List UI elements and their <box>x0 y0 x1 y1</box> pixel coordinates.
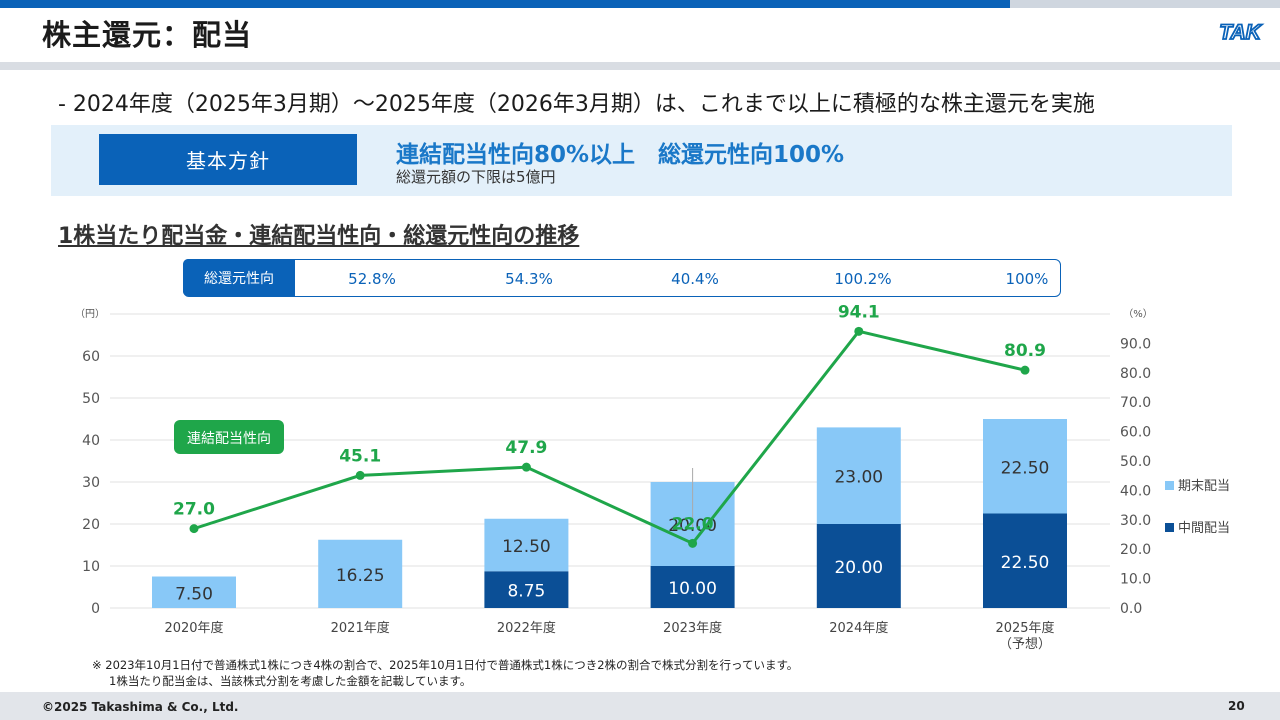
x-tick-label: （予想） <box>999 636 1051 652</box>
bar-term-end-dividend <box>816 427 901 524</box>
legend-label-term-end: 期末配当 <box>1178 479 1230 494</box>
bar-interim-dividend <box>816 524 901 608</box>
title-divider <box>0 62 1280 70</box>
total-return-value: 100.2% <box>834 270 892 288</box>
footnote-line: ※ 2023年10月1日付で普通株式1株につき4株の割合で、2025年10月1日… <box>92 658 799 672</box>
payout-ratio-label: 80.9 <box>1004 341 1046 361</box>
interim-value-label: 22.50 <box>1001 553 1050 573</box>
term-end-value-label: 12.50 <box>502 537 551 557</box>
payout-ratio-point <box>355 470 365 480</box>
y-left-unit: （円） <box>75 308 105 320</box>
y-left-tick-label: 10 <box>82 559 100 575</box>
payout-ratio-badge-label: 連結配当性向 <box>187 431 271 447</box>
page-number: 20 <box>1228 699 1245 713</box>
legend-swatch-term-end <box>1165 481 1174 490</box>
x-tick-label: 2024年度 <box>829 620 888 636</box>
payout-ratio-line <box>193 329 1026 546</box>
policy-sub-text: 総還元額の下限は5億円 <box>396 168 556 186</box>
x-tick-label: 2025年度 <box>995 620 1054 636</box>
total-return-value: 40.4% <box>671 270 719 288</box>
lead-statement: - 2024年度（2025年3月期）～2025年度（2026年3月期）は、これま… <box>58 92 1095 117</box>
term-end-value-label: 20.00 <box>668 516 717 536</box>
payout-ratio-label: 22.0 <box>672 514 714 534</box>
x-tick-label: 2022年度 <box>497 620 556 636</box>
y-right-tick-label: 0.0 <box>1120 601 1142 617</box>
payout-ratio-label: 47.9 <box>505 438 547 458</box>
total-return-value: 100% <box>1005 270 1049 288</box>
y-left-tick-label: 60 <box>82 349 100 365</box>
page-title: 株主還元：配当 <box>42 18 253 52</box>
copyright: ©2025 Takashima & Co., Ltd. <box>42 700 239 714</box>
company-logo: TAK <box>1218 20 1263 44</box>
y-right-tick-label: 10.0 <box>1120 572 1151 588</box>
interim-value-label: 10.00 <box>668 579 717 599</box>
footnote-line: 1株当たり配当金は、当該株式分割を考慮した金額を記載しています。 <box>109 674 472 688</box>
payout-ratio-point <box>854 326 864 336</box>
payout-ratio-point <box>189 524 199 534</box>
y-left-tick-label: 40 <box>82 433 100 449</box>
payout-ratio-label: 45.1 <box>339 446 381 466</box>
total-return-value: 52.8% <box>348 270 396 288</box>
y-left-tick-label: 20 <box>82 517 100 533</box>
y-left-tick-label: 0 <box>91 601 100 617</box>
bar-interim-dividend <box>983 513 1067 608</box>
x-tick-label: 2023年度 <box>663 620 722 636</box>
total-return-value: 54.3% <box>505 270 553 288</box>
total-return-label: 総還元性向 <box>183 259 295 296</box>
y-right-unit: （%） <box>1123 308 1153 320</box>
term-end-value-label: 16.25 <box>336 566 385 586</box>
total-return-panel <box>183 259 1061 297</box>
payout-ratio-point <box>688 538 698 548</box>
y-right-tick-label: 90.0 <box>1120 336 1151 352</box>
y-left-tick-label: 30 <box>82 475 100 491</box>
interim-value-label: 8.75 <box>507 582 545 602</box>
bar-interim-dividend <box>484 571 569 608</box>
payout-ratio-badge <box>174 420 284 454</box>
payout-ratio-label: 27.0 <box>173 500 215 520</box>
legend-label-interim: 中間配当 <box>1178 521 1230 536</box>
x-tick-label: 2020年度 <box>164 620 223 636</box>
payout-ratio-point <box>1020 365 1030 375</box>
payout-ratio-label: 94.1 <box>838 302 880 322</box>
section-title: 1株当たり配当金・連結配当性向・総還元性向の推移 <box>58 224 580 249</box>
y-right-tick-label: 50.0 <box>1120 454 1151 470</box>
term-end-value-label: 23.00 <box>834 468 883 488</box>
footer-bar <box>0 692 1280 720</box>
payout-ratio-point <box>521 462 531 472</box>
policy-main-text: 連結配当性向80%以上 総還元性向100% <box>396 142 845 168</box>
top-accent-bar <box>0 0 1280 8</box>
y-left-tick-label: 50 <box>82 391 100 407</box>
y-right-tick-label: 70.0 <box>1120 395 1151 411</box>
bar-term-end-dividend <box>152 576 236 608</box>
y-right-tick-label: 20.0 <box>1120 542 1151 558</box>
y-right-tick-label: 30.0 <box>1120 513 1151 529</box>
bar-term-end-dividend <box>983 419 1067 514</box>
bar-interim-dividend <box>650 566 735 608</box>
y-right-tick-label: 80.0 <box>1120 366 1151 382</box>
term-end-value-label: 22.50 <box>1001 458 1050 478</box>
interim-value-label: 20.00 <box>834 558 883 578</box>
footnote: ※ 2023年10月1日付で普通株式1株につき4株の割合で、2025年10月1日… <box>92 657 798 689</box>
y-right-tick-label: 60.0 <box>1120 425 1151 441</box>
top-accent-bar-light <box>1010 0 1280 8</box>
term-end-value-label: 7.50 <box>175 584 213 604</box>
bar-term-end-dividend <box>484 518 569 572</box>
legend-swatch-interim <box>1165 523 1174 532</box>
x-tick-label: 2021年度 <box>331 620 390 636</box>
bar-term-end-dividend <box>318 539 403 608</box>
policy-label: 基本方針 <box>99 134 357 185</box>
logo-text: TAK <box>1219 21 1262 44</box>
y-right-tick-label: 40.0 <box>1120 483 1151 499</box>
